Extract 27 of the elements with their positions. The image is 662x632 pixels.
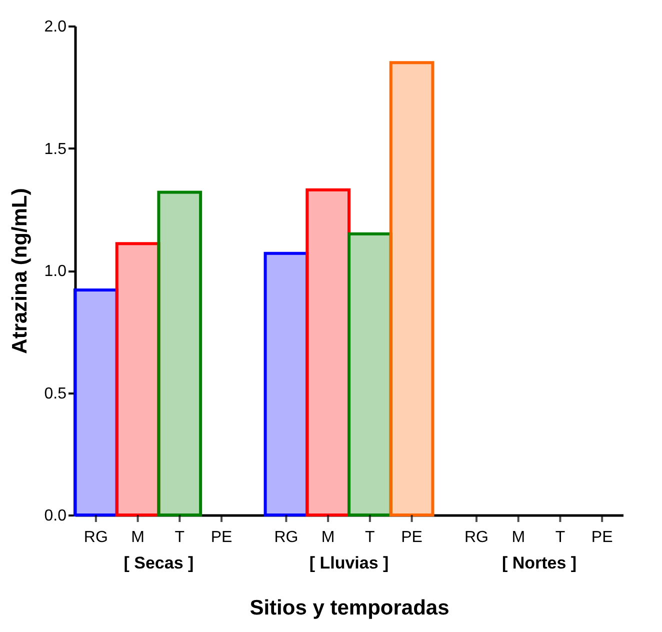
text: RG (464, 529, 488, 546)
bar (74, 288, 118, 516)
text: T (555, 529, 566, 546)
text: PE (591, 529, 613, 546)
y-axis-title: Atrazina (ng/mL) (8, 188, 32, 354)
series-label: M (131, 529, 144, 546)
y-tick-label: 1.5 (44, 140, 67, 158)
text: PE (210, 529, 232, 546)
y-tick-label: 2.0 (44, 18, 67, 36)
text: M (512, 529, 526, 546)
text: M (321, 529, 335, 546)
bar (157, 190, 202, 516)
y-tick-label: 1.0 (44, 263, 67, 280)
y-tick-label: 0.0 (44, 508, 67, 524)
bar (348, 232, 392, 516)
series-label: PE (401, 529, 422, 546)
text: RG (274, 529, 298, 546)
x-tick-label: [ Secas ] (124, 554, 194, 572)
text: T (365, 529, 375, 546)
x-tick-label: [ Nortes ] (502, 554, 577, 572)
bar (389, 61, 434, 516)
x-axis-title: Sitios y temporadas (250, 596, 450, 620)
x-tick-label: [ Lluvias ] (309, 554, 389, 572)
y-tick-label: 0.5 (44, 385, 67, 402)
series-label: T (174, 529, 185, 546)
series-label: RG (84, 529, 108, 546)
bar (306, 188, 350, 516)
